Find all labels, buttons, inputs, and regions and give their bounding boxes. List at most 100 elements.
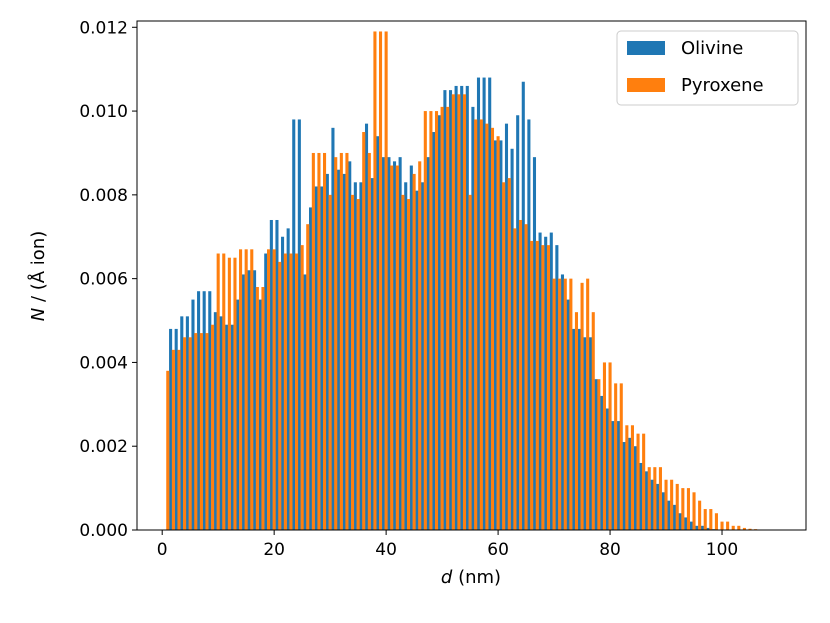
pyroxene-bar (485, 123, 489, 530)
olivine-bar (247, 270, 251, 530)
x-axis-ticks: 0 20 40 60 80 100 (157, 530, 738, 560)
pyroxene-bar (166, 370, 170, 530)
x-axis-label: d (nm) (441, 567, 501, 588)
pyroxene-bar (709, 509, 713, 530)
olivine-bar (376, 136, 380, 530)
legend-swatch-olivine (627, 41, 665, 55)
pyroxene-bar (552, 278, 556, 530)
olivine-bar (706, 527, 710, 530)
olivine-bar (426, 157, 430, 530)
pyroxene-bar (496, 136, 500, 530)
pyroxene-bar (367, 152, 371, 530)
pyroxene-bar (681, 488, 685, 530)
pyroxene-bar (675, 483, 679, 530)
pyroxene-bar (726, 521, 730, 530)
olivine-bar (448, 90, 453, 531)
pyroxene-bar (211, 324, 215, 530)
pyroxene-bar (356, 199, 360, 531)
pyroxene-bar (177, 349, 181, 530)
pyroxene-bar (239, 249, 243, 530)
olivine-bar (325, 173, 329, 530)
pyroxene-bar (462, 94, 467, 530)
pyroxene-bar (468, 194, 472, 531)
pyroxene-bar (720, 521, 724, 530)
olivine-bar (404, 182, 408, 531)
pyroxene-bar (317, 152, 321, 530)
pyroxene-bar (698, 500, 702, 530)
olivine-bar (185, 316, 189, 530)
olivine-bar (628, 437, 632, 530)
pyroxene-bar (390, 165, 394, 530)
pyroxene-bar (535, 240, 539, 530)
pyroxene-bar (261, 287, 265, 530)
olivine-bar (180, 316, 184, 530)
pyroxene-bar (171, 349, 175, 530)
pyroxene-bar (653, 467, 657, 530)
x-axis-unit: (nm) (452, 567, 501, 588)
olivine-bar (314, 186, 318, 531)
olivine-bar (527, 119, 531, 530)
pyroxene-bar (614, 383, 618, 530)
olivine-bar (644, 471, 648, 530)
olivine-bar (415, 190, 419, 531)
legend-label-pyroxene: Pyroxene (681, 75, 764, 96)
olivine-bar (364, 123, 369, 530)
pyroxene-bar (513, 228, 517, 530)
pyroxene-bar (737, 525, 741, 530)
y-axis-symbol: N (28, 308, 49, 321)
pyroxene-bar (563, 278, 567, 530)
pyroxene-bar (289, 253, 293, 530)
olivine-bar (560, 274, 565, 530)
pyroxene-bar (642, 433, 646, 530)
olivine-bar (689, 521, 693, 530)
olivine-bar (202, 291, 206, 530)
y-tick-label: 0.010 (79, 102, 128, 122)
olivine-bar (504, 123, 509, 530)
pyroxene-bar (530, 240, 534, 530)
olivine-bar (353, 182, 357, 531)
y-tick-label: 0.012 (79, 18, 128, 38)
olivine-bar (538, 232, 542, 530)
pyroxene-bar (395, 165, 399, 530)
olivine-bar (169, 328, 173, 530)
olivine-bar (678, 513, 682, 530)
olivine-bar (409, 165, 413, 530)
pyroxene-bar (558, 278, 562, 530)
pyroxene-bar (255, 287, 259, 530)
legend-label-olivine: Olivine (681, 38, 743, 59)
pyroxene-bar (580, 282, 584, 530)
plot-frame (136, 20, 807, 531)
pyroxene-bar (351, 194, 355, 531)
olivine-bar (225, 324, 229, 530)
pyroxene-bar (474, 119, 478, 530)
olivine-bar (594, 379, 598, 530)
pyroxene-bar (194, 333, 198, 530)
pyroxene-bar (692, 492, 696, 530)
olivine-bar (471, 106, 475, 530)
pyroxene-bar (664, 479, 668, 530)
pyroxene-bar (300, 245, 304, 530)
pyroxene-bar (306, 224, 310, 530)
olivine-bar (488, 77, 492, 530)
pyroxene-bar (384, 31, 388, 530)
pyroxene-bar (233, 257, 237, 530)
pyroxene-bar (731, 525, 735, 530)
x-tick-label: 80 (599, 540, 621, 560)
pyroxene-bar (199, 333, 203, 530)
olivine-bar (253, 270, 257, 530)
olivine-bar (499, 140, 503, 530)
pyroxene-bar (328, 194, 332, 531)
x-axis-symbol: d (441, 567, 453, 588)
olivine-bar (230, 324, 234, 530)
olivine-bar (605, 408, 609, 530)
olivine-bar (633, 446, 637, 530)
pyroxene-bar (429, 111, 433, 530)
olivine-bar (549, 232, 553, 530)
pyroxene-bar (183, 337, 187, 530)
pyroxene-bar (703, 509, 707, 530)
olivine-bar (695, 525, 699, 530)
olivine-bar (297, 119, 301, 530)
pyroxene-bar (188, 337, 192, 530)
olivine-bar (236, 299, 240, 530)
